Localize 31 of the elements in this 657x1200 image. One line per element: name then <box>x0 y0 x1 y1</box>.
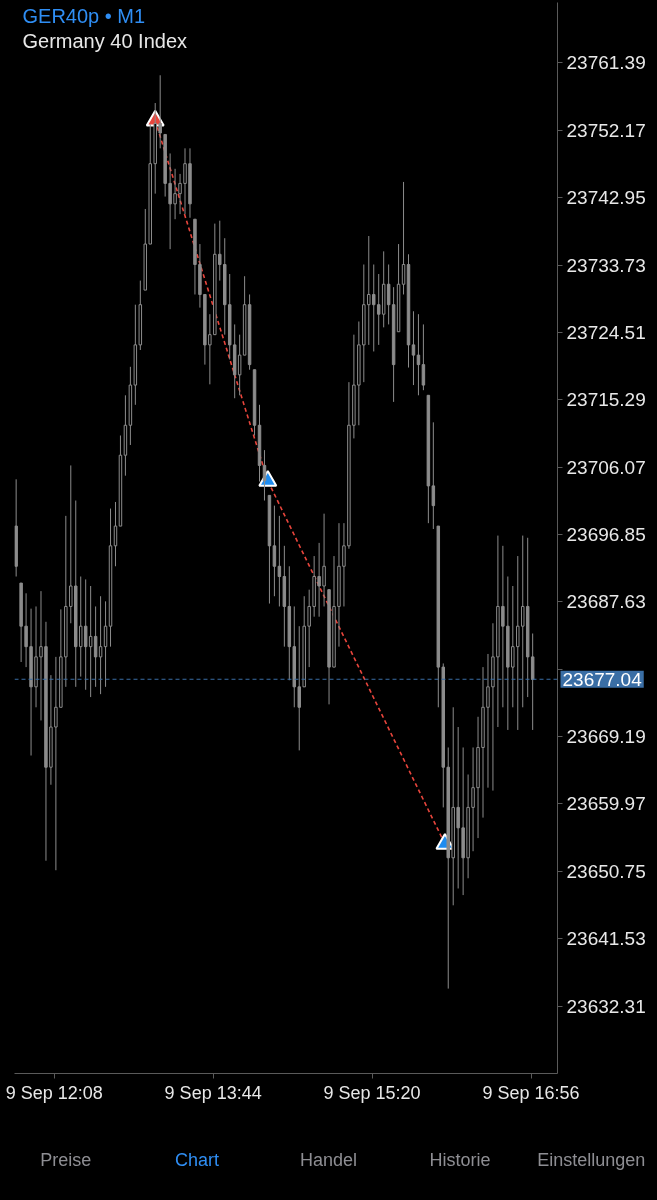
y-tick-label: 23742.95 <box>566 187 646 209</box>
text: Germany 40 Index <box>22 29 188 52</box>
y-tick-label: 23696.85 <box>566 523 646 545</box>
y-tick-label: 23761.39 <box>566 52 646 74</box>
x-tick-label: 9 Sep 15:20 <box>323 1082 421 1103</box>
text: Preise <box>39 1149 93 1172</box>
candlestick <box>411 310 416 386</box>
text: Einstellungen <box>536 1149 647 1172</box>
y-tick-label: 23659.97 <box>566 793 646 815</box>
y-tick-label: 23632.31 <box>566 995 646 1017</box>
text: Handel <box>299 1149 359 1172</box>
y-tick-label: 23724.51 <box>566 321 646 343</box>
x-tick-label: 9 Sep 16:56 <box>482 1082 580 1103</box>
chart-title: GER40p • M1 <box>22 4 146 27</box>
y-tick-label: 23641.53 <box>566 928 646 950</box>
text: Chart <box>174 1149 221 1172</box>
y-tick-label: 23752.17 <box>566 119 646 141</box>
y-tick-label: 23715.29 <box>566 389 646 411</box>
candlestick <box>98 595 103 695</box>
candlestick <box>277 515 282 607</box>
ref-line-label: 23677.04 <box>562 668 643 690</box>
y-tick-label: 23650.75 <box>566 860 646 882</box>
x-tick-label: 9 Sep 13:44 <box>164 1082 262 1103</box>
text: Historie <box>428 1149 492 1172</box>
candlestick <box>416 313 421 396</box>
y-tick-label: 23733.73 <box>566 254 646 276</box>
y-tick-label: 23706.07 <box>566 456 646 478</box>
x-tick-label: 9 Sep 12:08 <box>5 1082 103 1103</box>
y-tick-label: 23687.63 <box>566 591 646 613</box>
candlestick <box>93 605 98 688</box>
y-tick-label: 23669.19 <box>566 726 646 748</box>
